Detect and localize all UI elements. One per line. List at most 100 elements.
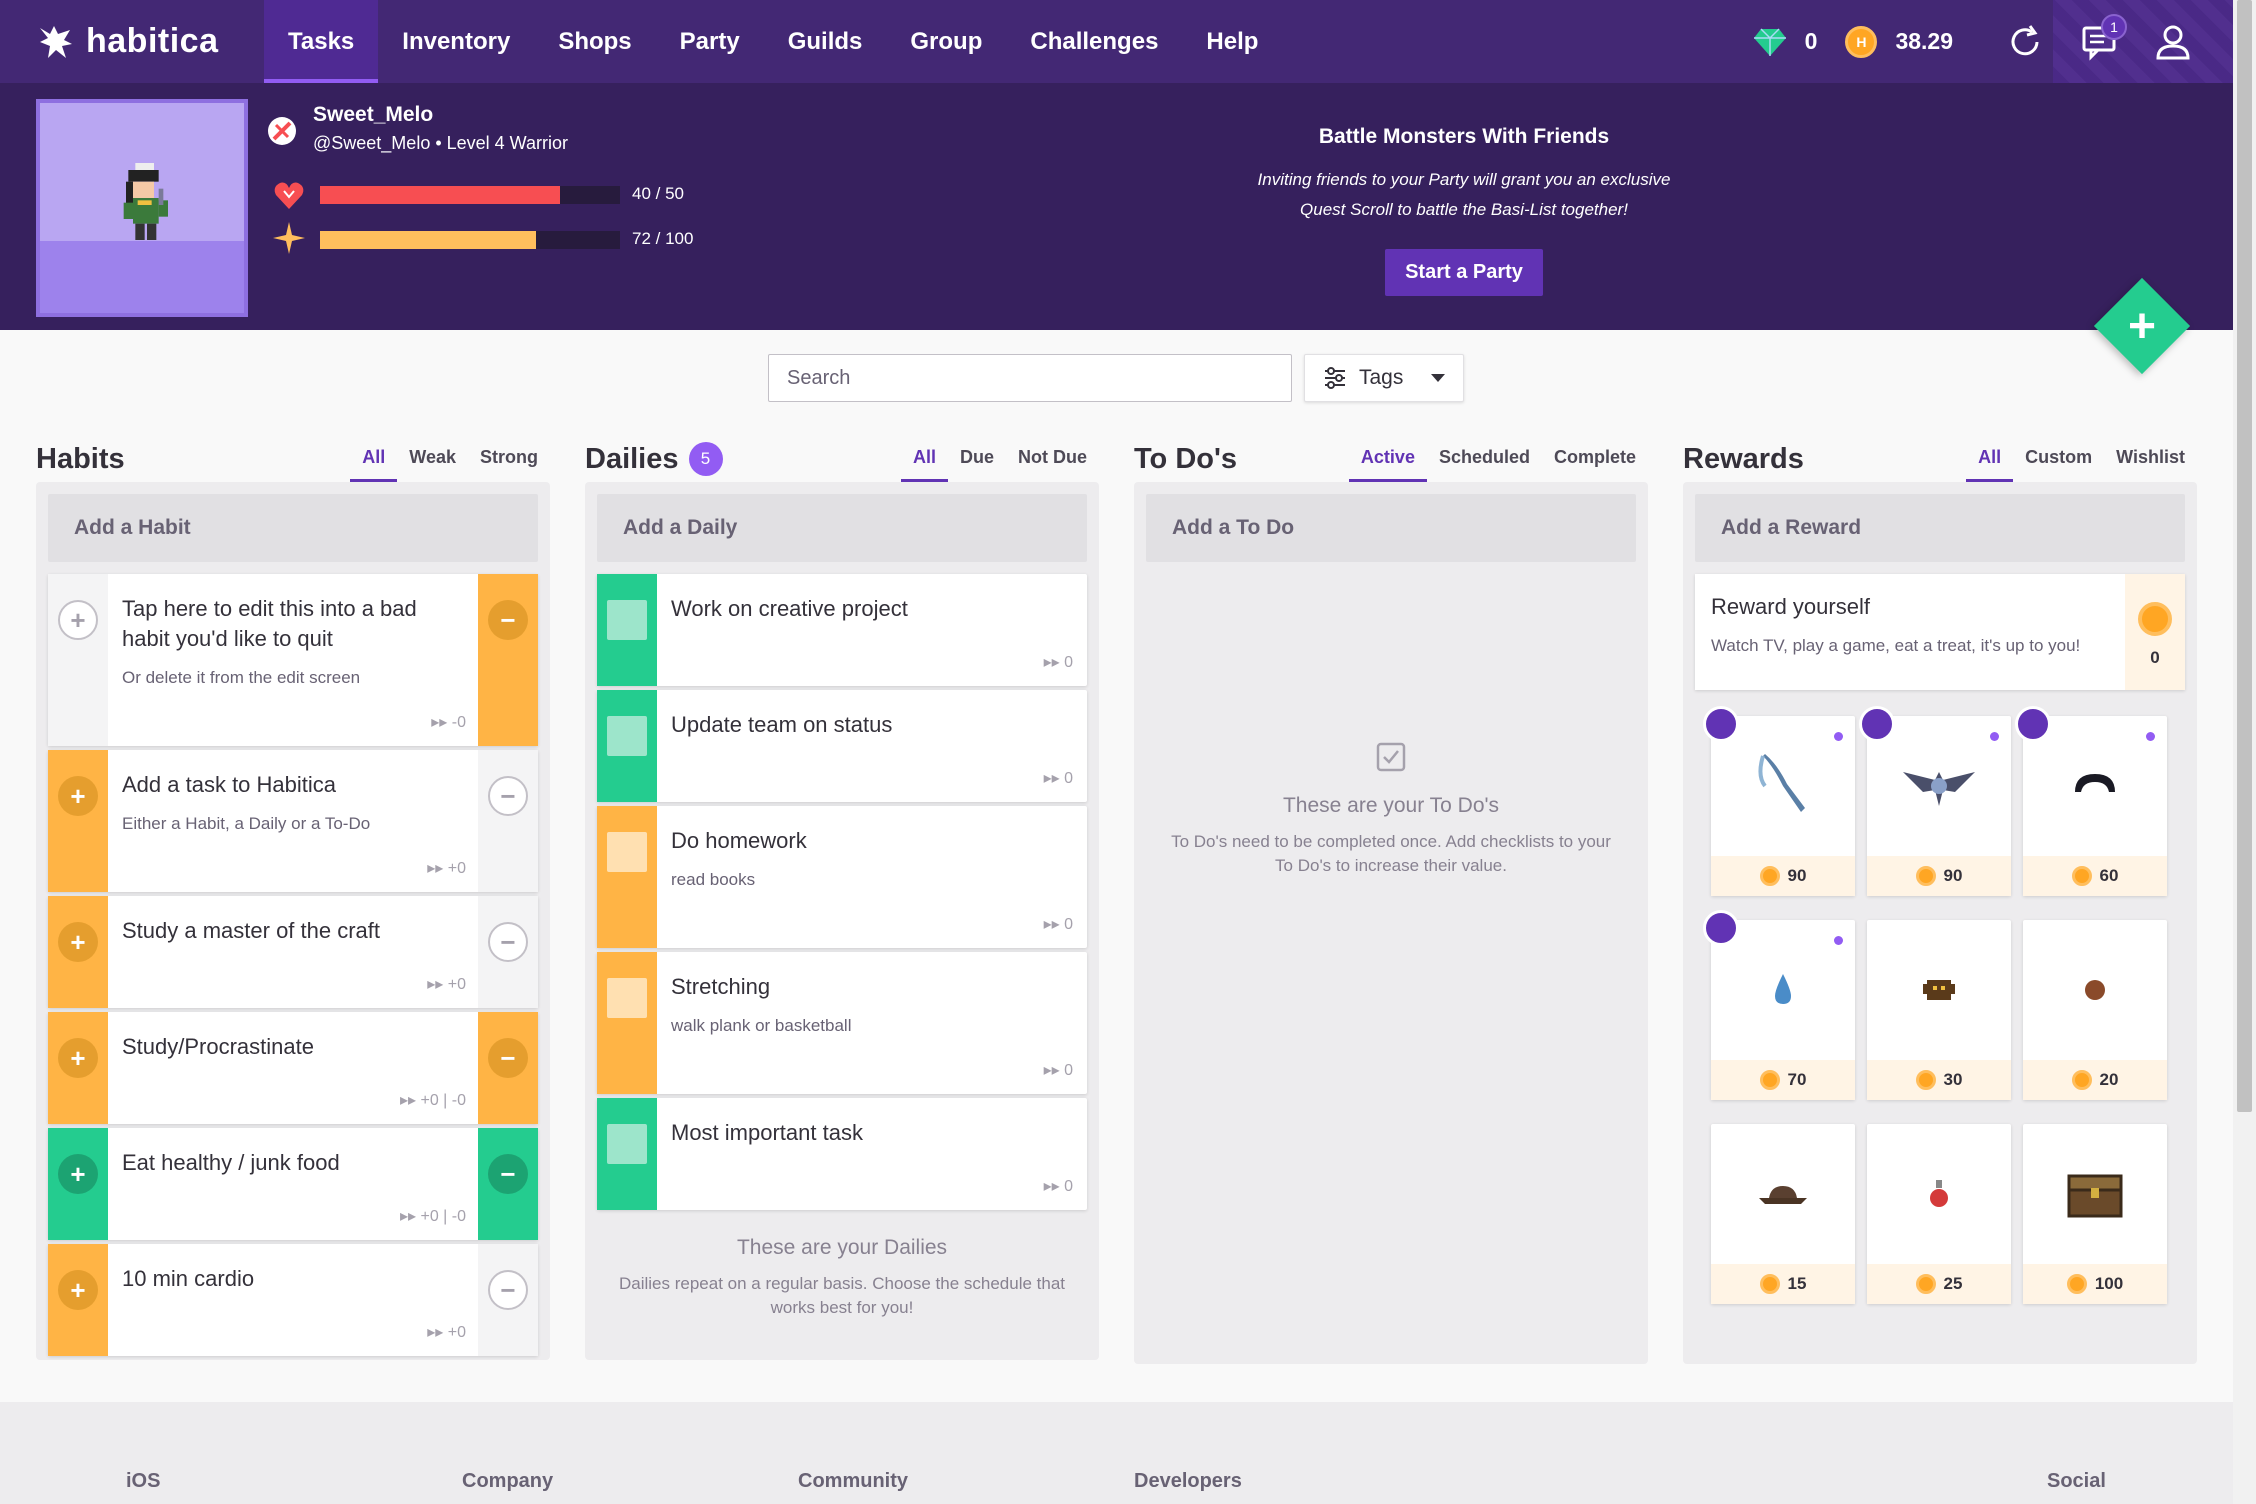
rewards-header: Rewards All Custom Wishlist [1683,436,2197,482]
habit-minus-area[interactable]: − [478,1128,538,1240]
habit-minus-area[interactable]: − [478,574,538,746]
plus-icon[interactable]: + [58,922,98,962]
todos-filter-complete[interactable]: Complete [1553,447,1636,467]
habit-task[interactable]: + Eat healthy / junk food ▸▸ +0 | -0 − [48,1128,538,1240]
notifications-icon[interactable]: 1 [2079,13,2127,62]
checkbox[interactable] [607,978,647,1018]
habit-plus-area[interactable]: + [48,574,108,746]
checkbox[interactable] [607,1124,647,1164]
footer-company[interactable]: Company [462,1470,554,1492]
shop-item[interactable]: 30 [1867,920,2011,1100]
tags-filter-button[interactable]: Tags [1304,354,1464,402]
shop-item[interactable]: 60 [2015,706,2167,896]
add-daily-input[interactable]: Add a Daily [597,494,1087,562]
shop-item[interactable]: 90 [1859,706,2011,896]
daily-task[interactable]: Update team on status ▸▸ 0 [597,690,1087,802]
footer-developers[interactable]: Developers [1134,1470,1242,1492]
dailies-filter-all[interactable]: All [900,447,948,482]
daily-task[interactable]: Do homework read books ▸▸ 0 [597,806,1087,948]
checkbox[interactable] [607,832,647,872]
nav-guilds[interactable]: Guilds [787,27,863,55]
habits-filter-strong[interactable]: Strong [480,447,538,467]
habit-plus-area[interactable]: + [48,1244,108,1356]
rewards-filter-all[interactable]: All [1966,447,2014,482]
shop-item[interactable]: 100 [2023,1124,2167,1304]
habits-filter-all[interactable]: All [350,447,398,482]
plus-icon[interactable]: + [58,1038,98,1078]
daily-checkbox-area[interactable] [597,1098,657,1210]
daily-checkbox-area[interactable] [597,806,657,948]
minus-icon[interactable]: − [488,1038,528,1078]
gold-coin-icon [1759,1070,1780,1090]
daily-task[interactable]: Stretching walk plank or basketball ▸▸ 0 [597,952,1087,1094]
nav-shops[interactable]: Shops [558,27,632,55]
habit-task[interactable]: + Study a master of the craft ▸▸ +0 − [48,896,538,1008]
habitica-logo[interactable]: habitica [36,22,264,62]
checkbox[interactable] [607,716,647,756]
habit-plus-area[interactable]: + [48,896,108,1008]
add-habit-input[interactable]: Add a Habit [48,494,538,562]
daily-checkbox-area[interactable] [597,952,657,1094]
habit-minus-area[interactable]: − [478,750,538,892]
reward-buy-area[interactable]: 0 [2125,574,2185,690]
add-reward-input[interactable]: Add a Reward [1695,494,2185,562]
habit-minus-area[interactable]: − [478,1244,538,1356]
todos-filter-active[interactable]: Active [1348,447,1427,482]
footer-ios[interactable]: iOS [126,1470,161,1492]
user-icon[interactable] [2153,22,2193,62]
habit-minus-area[interactable]: − [478,1012,538,1124]
plus-icon[interactable]: + [58,600,98,640]
dailies-filter-not-due[interactable]: Not Due [1018,447,1087,467]
shop-item[interactable]: 25 [1867,1124,2011,1304]
habits-filter-weak[interactable]: Weak [409,447,456,467]
habit-task[interactable]: + Add a task to Habitica Either a Habit,… [48,750,538,892]
minus-icon[interactable]: − [488,776,528,816]
habit-task[interactable]: + Study/Procrastinate ▸▸ +0 | -0 − [48,1012,538,1124]
daily-task[interactable]: Work on creative project ▸▸ 0 [597,574,1087,686]
nav-inventory[interactable]: Inventory [402,27,511,55]
start-party-button[interactable]: Start a Party [1385,249,1543,296]
checkbox[interactable] [607,600,647,640]
footer-social[interactable]: Social [2047,1470,2106,1492]
nav-party[interactable]: Party [679,27,740,55]
nav-group[interactable]: Group [910,27,983,55]
sync-icon[interactable] [2005,22,2045,62]
create-task-button[interactable]: + [2093,277,2191,375]
daily-checkbox-area[interactable] [597,574,657,686]
plus-icon[interactable]: + [58,1270,98,1310]
custom-reward[interactable]: Reward yourself Watch TV, play a game, e… [1695,574,2185,690]
habit-task[interactable]: + Tap here to edit this into a bad habit… [48,574,538,746]
nav-challenges[interactable]: Challenges [1030,27,1159,55]
orb-icon [2085,980,2105,1000]
search-input[interactable]: Search [768,354,1292,402]
avatar[interactable] [36,99,248,317]
shop-item[interactable]: 20 [2023,920,2167,1100]
minus-icon[interactable]: − [488,600,528,640]
page-scrollbar[interactable] [2233,0,2256,1504]
daily-task[interactable]: Most important task ▸▸ 0 [597,1098,1087,1210]
add-todo-input[interactable]: Add a To Do [1146,494,1636,562]
plus-icon[interactable]: + [58,776,98,816]
habit-minus-area[interactable]: − [478,896,538,1008]
nav-help[interactable]: Help [1206,27,1259,55]
rewards-list: Add a Reward Reward yourself Watch TV, p… [1683,482,2197,1364]
rewards-filter-wishlist[interactable]: Wishlist [2116,447,2185,467]
minus-icon[interactable]: − [488,1154,528,1194]
nav-tasks[interactable]: Tasks [264,0,379,83]
habit-plus-area[interactable]: + [48,750,108,892]
plus-icon[interactable]: + [58,1154,98,1194]
minus-icon[interactable]: − [488,922,528,962]
habit-task[interactable]: + 10 min cardio ▸▸ +0 − [48,1244,538,1356]
dailies-filter-due[interactable]: Due [959,447,994,467]
habit-plus-area[interactable]: + [48,1128,108,1240]
footer-community[interactable]: Community [798,1470,908,1492]
shop-item[interactable]: 70 [1703,910,1855,1100]
habit-plus-area[interactable]: + [48,1012,108,1124]
shop-item[interactable]: 15 [1711,1124,1855,1304]
rewards-filter-custom[interactable]: Custom [2025,447,2093,467]
daily-checkbox-area[interactable] [597,690,657,802]
todos-filter-scheduled[interactable]: Scheduled [1438,447,1530,467]
scrollbar-thumb[interactable] [2237,0,2252,1112]
shop-item[interactable]: 90 [1703,706,1855,896]
minus-icon[interactable]: − [488,1270,528,1310]
